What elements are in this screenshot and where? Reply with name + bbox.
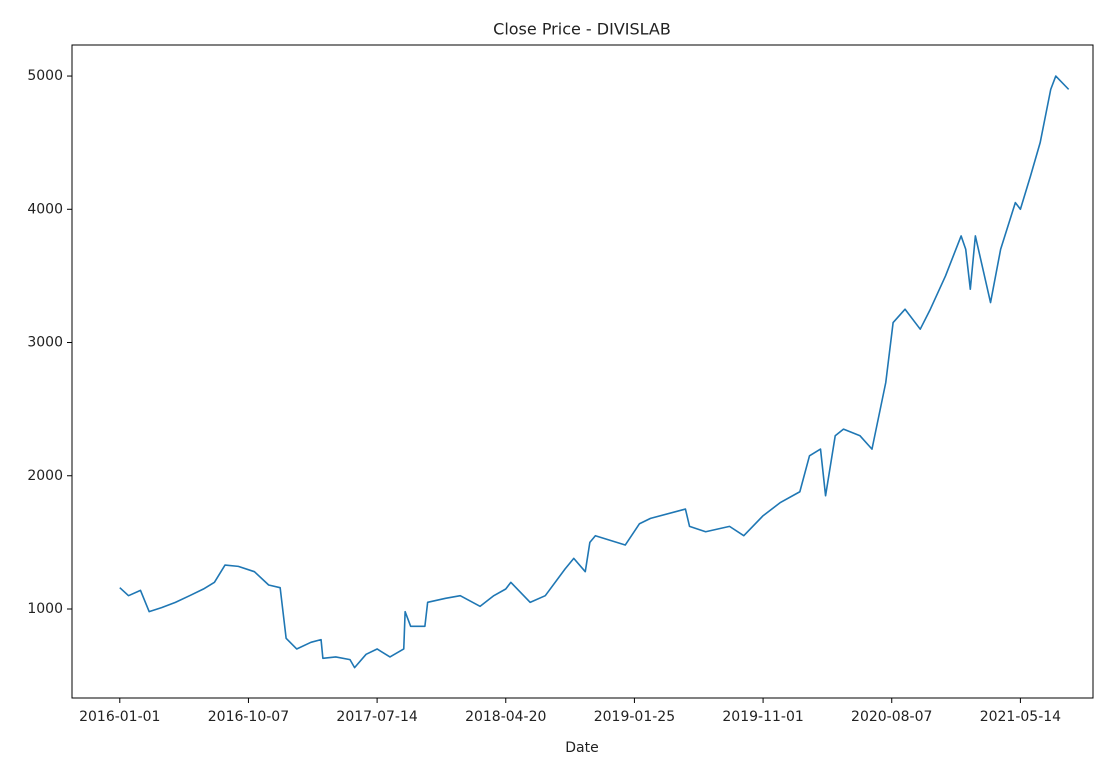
x-tick-label: 2021-05-14 [980,709,1061,725]
plot-frame [71,44,1094,699]
x-tick-label: 2017-07-14 [336,709,417,725]
chart-title: Close Price - DIVISLAB [493,20,671,39]
y-tick-label: 3000 [27,335,63,351]
x-tick-label: 2019-11-01 [722,709,803,725]
x-tick-label: 2016-10-07 [208,709,289,725]
y-tick-label: 2000 [27,468,63,484]
x-tick-label: 2019-01-25 [594,709,675,725]
x-axis-label: Date [565,740,598,756]
x-tick-label: 2018-04-20 [465,709,546,725]
y-tick-label: 1000 [27,601,63,617]
y-tick-label: 5000 [27,68,63,84]
y-tick-label: 4000 [27,201,63,217]
line-series [119,75,1070,669]
x-tick-label: 2020-08-07 [851,709,932,725]
x-tick-label: 2016-01-01 [79,709,160,725]
